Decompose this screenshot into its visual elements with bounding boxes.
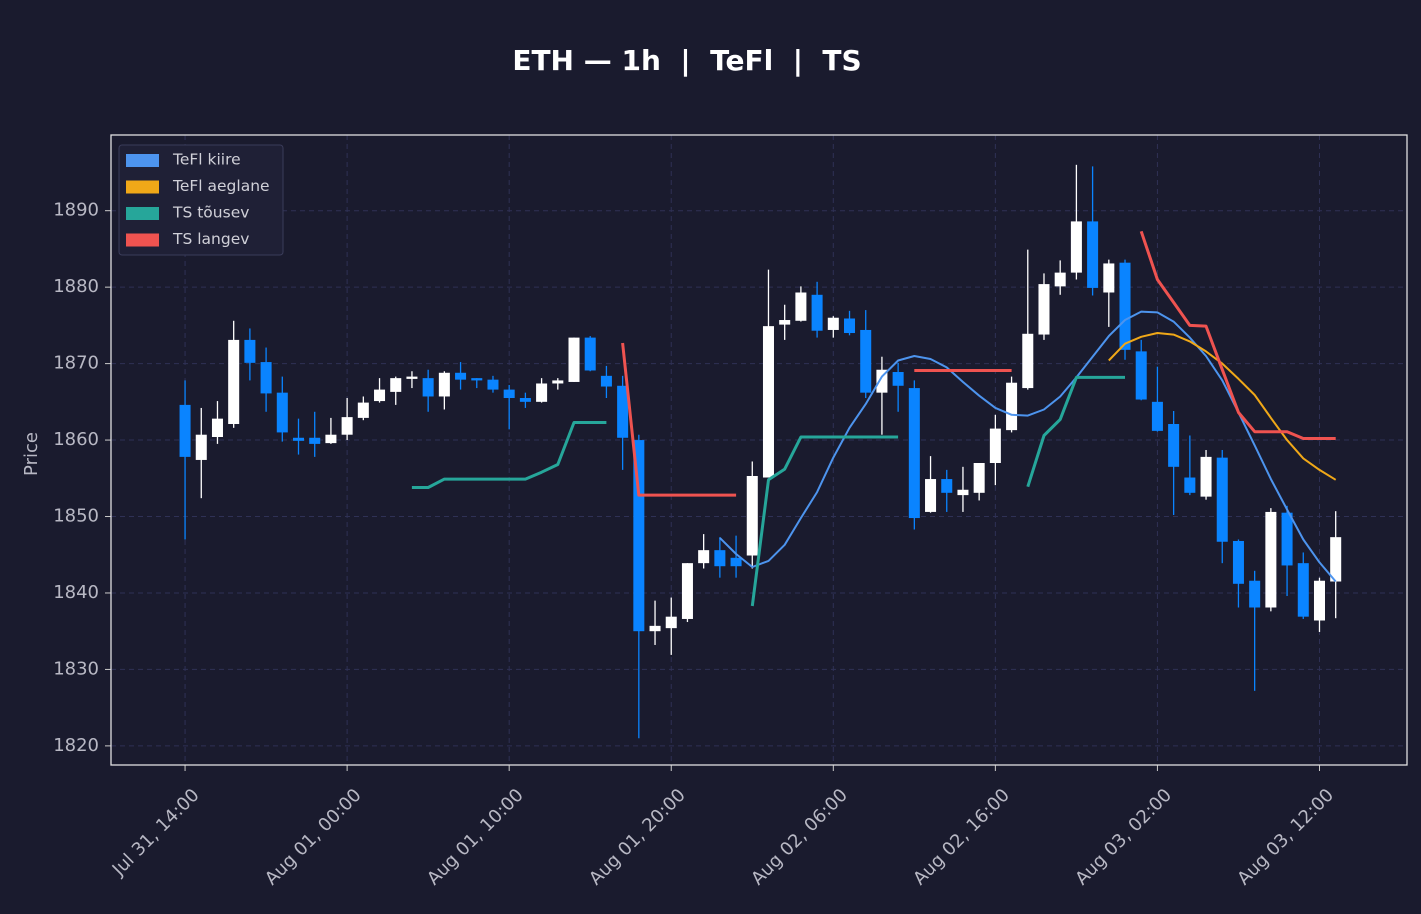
candle-body xyxy=(844,318,856,334)
candle-body xyxy=(892,372,904,386)
candle-body xyxy=(357,402,369,418)
indicator-line xyxy=(621,230,1336,497)
legend-label: TS tõusev xyxy=(172,204,249,222)
candle-body xyxy=(1184,477,1196,493)
candle-body xyxy=(827,317,839,330)
legend-label: TeFl kiire xyxy=(172,151,241,169)
candle-body xyxy=(1103,263,1115,293)
candle-body xyxy=(1232,540,1244,584)
y-tick-label: 1820 xyxy=(53,735,99,756)
candle-body xyxy=(1151,401,1163,431)
chart-title: ETH — 1h | TeFl | TS xyxy=(512,44,861,77)
candle-body xyxy=(1297,563,1309,617)
y-tick-label: 1830 xyxy=(53,658,99,679)
legend-label: TeFl aeglane xyxy=(172,177,270,195)
y-tick-label: 1870 xyxy=(53,353,99,374)
candle-body xyxy=(925,479,937,512)
candle-body xyxy=(811,294,823,331)
candle-body xyxy=(568,337,580,382)
candle-body xyxy=(1087,221,1099,288)
indicator-line xyxy=(411,375,1125,607)
candle-body xyxy=(1038,284,1050,335)
y-tick-label: 1890 xyxy=(53,200,99,221)
candle-body xyxy=(1216,457,1228,542)
candle-body xyxy=(989,428,1001,463)
candle-body xyxy=(730,557,742,567)
candle-body xyxy=(1006,382,1018,431)
candle-body xyxy=(260,362,272,394)
candle-body xyxy=(179,404,191,457)
plot-frame xyxy=(110,134,1408,766)
candle-body xyxy=(779,320,791,325)
candle-body xyxy=(973,462,985,493)
candle-body xyxy=(762,326,774,478)
candle-body xyxy=(681,563,693,619)
candle-body xyxy=(617,385,629,438)
candle-body xyxy=(406,376,418,379)
y-tick-label: 1850 xyxy=(53,506,99,527)
legend-swatch xyxy=(126,154,159,167)
candle-body xyxy=(552,380,564,384)
indicator-line xyxy=(1108,332,1337,481)
candle-body xyxy=(1313,580,1325,621)
candle-body xyxy=(908,388,920,519)
y-axis-label: Price xyxy=(21,432,42,476)
candle-body xyxy=(1281,512,1293,566)
candle-body xyxy=(714,550,726,567)
legend-swatch xyxy=(126,180,159,194)
candle-body xyxy=(600,375,612,387)
candle-body xyxy=(633,440,645,632)
candle-body xyxy=(244,339,256,363)
candle-body xyxy=(584,337,596,371)
candle-body xyxy=(292,437,305,441)
y-tick-label: 1840 xyxy=(53,582,99,603)
candle-body xyxy=(276,392,288,433)
candle-body xyxy=(665,616,677,629)
candle-body xyxy=(422,378,434,397)
candle-body xyxy=(1168,424,1180,467)
legend-swatch xyxy=(126,233,159,247)
candle-body xyxy=(1119,262,1131,350)
candle-body xyxy=(374,389,386,402)
candle-body xyxy=(228,339,240,425)
candle-body xyxy=(309,437,321,444)
candle-body xyxy=(341,417,353,435)
legend-label: TS langev xyxy=(172,230,249,248)
candle-body xyxy=(746,475,758,556)
candle-body xyxy=(325,434,337,444)
legend-swatch xyxy=(126,207,159,220)
legend: TeFl kiire TeFl aeglane TS tõusev TS langev xyxy=(118,144,284,256)
candle-body xyxy=(195,434,207,460)
candle-body xyxy=(876,369,888,393)
candle-body xyxy=(1249,580,1261,608)
candle-body xyxy=(503,389,515,399)
candle-body xyxy=(438,372,450,397)
candle-body xyxy=(941,479,953,493)
candle-body xyxy=(471,378,483,381)
candle-body xyxy=(1135,351,1147,400)
candle-body xyxy=(1022,333,1034,389)
candle-body xyxy=(211,418,223,438)
legend-box xyxy=(118,144,284,256)
candle-body xyxy=(455,372,467,380)
candle-body xyxy=(1200,456,1212,497)
candle-body xyxy=(1330,537,1342,582)
y-tick-label: 1880 xyxy=(53,276,99,297)
candle-body xyxy=(519,398,531,402)
candle-body xyxy=(487,379,499,390)
candle-body xyxy=(1265,511,1277,608)
candle-body xyxy=(860,329,872,393)
candle-body xyxy=(1070,221,1082,273)
y-tick-label: 1860 xyxy=(53,429,99,450)
candle-body xyxy=(957,489,969,496)
candle-body xyxy=(795,292,807,321)
candle-body xyxy=(536,383,548,402)
candle-body xyxy=(1054,272,1066,287)
candle-body xyxy=(390,378,402,392)
candle-body xyxy=(698,550,710,564)
candle-body xyxy=(649,625,661,632)
